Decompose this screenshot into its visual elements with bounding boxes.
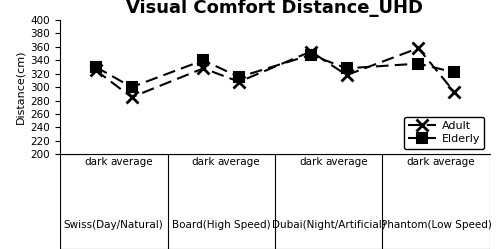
Text: Board(High Speed): Board(High Speed) xyxy=(172,220,270,230)
Adult xyxy=(344,73,349,76)
Adult xyxy=(93,69,99,72)
Adult xyxy=(451,90,457,93)
Elderly xyxy=(200,59,206,62)
Legend: Adult, Elderly: Adult, Elderly xyxy=(404,117,484,149)
Adult xyxy=(416,47,422,50)
Adult xyxy=(308,50,314,53)
Elderly xyxy=(416,62,422,65)
Elderly xyxy=(308,53,314,56)
Elderly xyxy=(344,67,349,70)
Elderly xyxy=(236,75,242,78)
Line: Adult: Adult xyxy=(90,42,460,104)
Elderly xyxy=(128,86,134,89)
Adult xyxy=(236,80,242,83)
Text: Dubai(Night/Artificial): Dubai(Night/Artificial) xyxy=(272,220,386,230)
Text: Phantom(Low Speed): Phantom(Low Speed) xyxy=(381,220,492,230)
Adult xyxy=(128,96,134,99)
Text: Swiss(Day/Natural): Swiss(Day/Natural) xyxy=(64,220,164,230)
Adult xyxy=(200,67,206,70)
Title: Visual Comfort Distance_UHD: Visual Comfort Distance_UHD xyxy=(126,0,424,17)
Line: Elderly: Elderly xyxy=(91,50,459,92)
Y-axis label: Distance(cm): Distance(cm) xyxy=(15,50,25,124)
Elderly xyxy=(451,71,457,74)
Elderly xyxy=(93,65,99,68)
